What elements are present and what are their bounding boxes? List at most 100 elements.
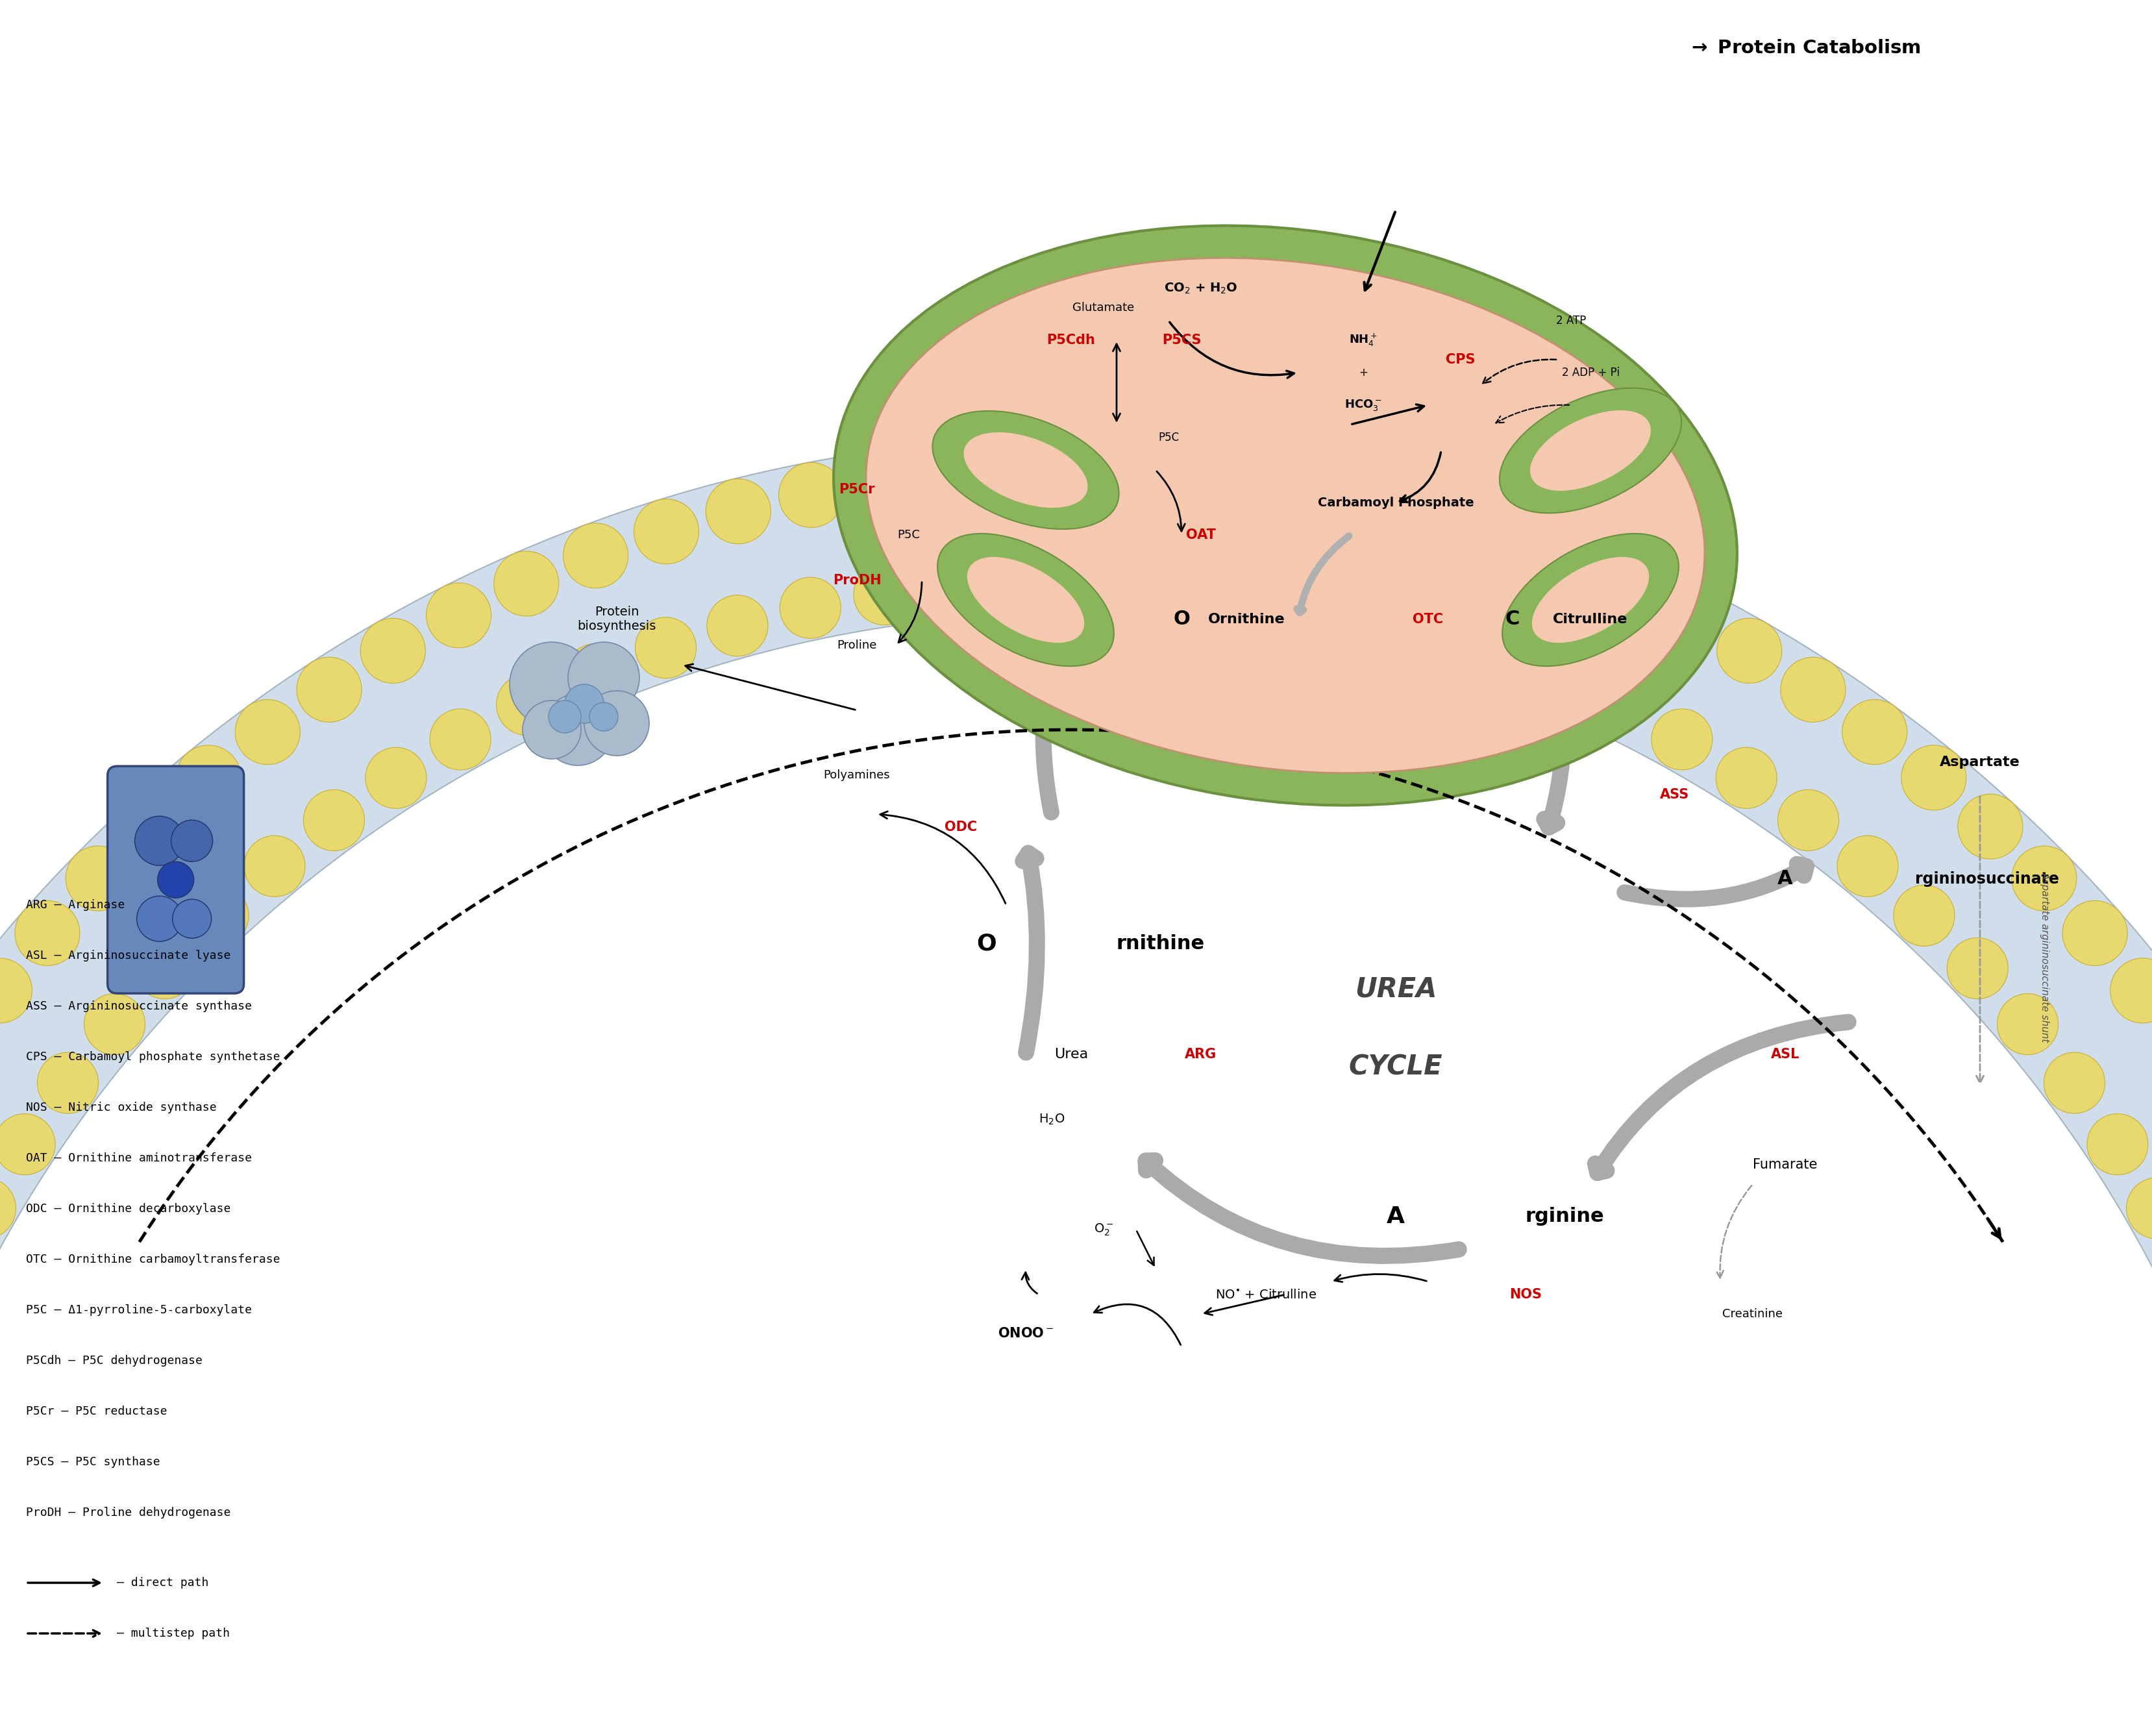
Circle shape	[928, 443, 992, 507]
Text: rginine: rginine	[1526, 1207, 1605, 1226]
Circle shape	[136, 816, 185, 866]
Text: P5C: P5C	[897, 529, 921, 542]
Circle shape	[590, 703, 618, 731]
Circle shape	[542, 694, 613, 766]
Ellipse shape	[1502, 533, 1679, 667]
Circle shape	[1894, 885, 1954, 946]
Text: ASS – Argininosuccinate synthase: ASS – Argininosuccinate synthase	[26, 1000, 252, 1012]
Text: O$_2^-$: O$_2^-$	[1093, 1222, 1113, 1238]
Text: Citrulline: Citrulline	[1554, 613, 1627, 627]
Circle shape	[1076, 437, 1141, 503]
Circle shape	[1446, 618, 1506, 679]
Circle shape	[1302, 578, 1362, 639]
Ellipse shape	[1530, 410, 1651, 491]
Circle shape	[1958, 793, 2023, 859]
Text: CO$_2$ + H$_2$O: CO$_2$ + H$_2$O	[1164, 281, 1237, 295]
Text: +: +	[1358, 366, 1369, 378]
Text: 2 ATP: 2 ATP	[1556, 314, 1586, 326]
Circle shape	[564, 684, 605, 724]
Circle shape	[133, 937, 196, 998]
Circle shape	[67, 845, 131, 911]
Polygon shape	[0, 437, 2152, 1529]
Circle shape	[0, 958, 32, 1023]
Circle shape	[2126, 1177, 2152, 1240]
Circle shape	[121, 793, 185, 859]
Text: P5Cdh: P5Cdh	[1046, 333, 1095, 347]
Text: NOS: NOS	[1509, 1288, 1541, 1300]
Text: P5CS: P5CS	[1162, 333, 1201, 347]
Circle shape	[1153, 556, 1214, 616]
Circle shape	[1227, 564, 1289, 625]
Text: O: O	[977, 932, 996, 955]
Text: OAT – Ornithine aminotransferase: OAT – Ornithine aminotransferase	[26, 1153, 252, 1165]
Text: A: A	[1778, 870, 1793, 889]
Circle shape	[1651, 708, 1713, 769]
Circle shape	[1717, 618, 1782, 684]
Text: Creatinine: Creatinine	[1722, 1309, 1784, 1319]
Text: P5C – Δ1-pyrroline-5-carboxylate: P5C – Δ1-pyrroline-5-carboxylate	[26, 1304, 252, 1316]
Ellipse shape	[964, 432, 1087, 507]
Text: rnithine: rnithine	[1117, 934, 1205, 953]
Circle shape	[426, 583, 491, 648]
Circle shape	[2087, 1115, 2148, 1175]
Circle shape	[2012, 845, 2077, 911]
Circle shape	[172, 819, 213, 861]
Text: Carbamoyl Phosphate: Carbamoyl Phosphate	[1317, 496, 1474, 509]
Text: P5C: P5C	[1158, 432, 1179, 443]
Circle shape	[1778, 790, 1838, 851]
Text: CYCLE: CYCLE	[1349, 1054, 1442, 1082]
Circle shape	[0, 1115, 56, 1175]
Text: ProDH – Proline dehydrogenase: ProDH – Proline dehydrogenase	[26, 1507, 230, 1519]
Circle shape	[430, 708, 491, 769]
Circle shape	[1651, 583, 1715, 648]
Text: C: C	[1504, 609, 1519, 628]
Circle shape	[1780, 658, 1846, 722]
Circle shape	[852, 450, 917, 516]
Circle shape	[1515, 523, 1580, 589]
Text: ASL: ASL	[1771, 1049, 1799, 1061]
Circle shape	[297, 658, 362, 722]
Circle shape	[1715, 748, 1778, 809]
Circle shape	[2111, 958, 2152, 1023]
Text: OAT: OAT	[1186, 528, 1216, 542]
Circle shape	[1842, 700, 1907, 764]
Circle shape	[779, 462, 844, 528]
Text: 2 ADP + Pi: 2 ADP + Pi	[1562, 366, 1618, 378]
Circle shape	[928, 556, 990, 616]
Ellipse shape	[932, 411, 1119, 529]
Text: $\bf{\rightarrow}$ Protein Catabolism: $\bf{\rightarrow}$ Protein Catabolism	[1687, 38, 1922, 57]
Text: Glutamate: Glutamate	[1072, 302, 1134, 314]
Circle shape	[495, 550, 560, 616]
Circle shape	[635, 618, 697, 679]
Text: Urea: Urea	[1054, 1049, 1089, 1061]
Text: O: O	[1173, 609, 1190, 628]
Text: ODC: ODC	[945, 821, 977, 833]
Circle shape	[1078, 550, 1138, 611]
Circle shape	[84, 993, 144, 1055]
Text: CPS: CPS	[1446, 352, 1476, 366]
Text: ARG: ARG	[1186, 1049, 1216, 1061]
Text: HCO$_3^-$: HCO$_3^-$	[1345, 398, 1382, 411]
Circle shape	[1298, 462, 1364, 528]
Text: ONOO$^-$: ONOO$^-$	[999, 1326, 1054, 1340]
Text: P5Cr – P5C reductase: P5Cr – P5C reductase	[26, 1406, 168, 1417]
Circle shape	[235, 700, 299, 764]
Text: P5Cr: P5Cr	[839, 483, 876, 496]
Text: P5Cdh – P5C dehydrogenase: P5Cdh – P5C dehydrogenase	[26, 1354, 202, 1366]
Circle shape	[187, 885, 250, 946]
Text: ASS: ASS	[1659, 788, 1689, 800]
Circle shape	[635, 498, 699, 564]
Text: CPS – Carbamoyl phosphate synthetase: CPS – Carbamoyl phosphate synthetase	[26, 1050, 280, 1062]
Circle shape	[523, 701, 581, 759]
Text: UREA: UREA	[1356, 976, 1438, 1003]
Circle shape	[172, 899, 211, 937]
Circle shape	[15, 901, 80, 965]
Circle shape	[549, 701, 581, 733]
Circle shape	[1997, 993, 2057, 1055]
Text: Fumarate: Fumarate	[1754, 1158, 1818, 1172]
Ellipse shape	[833, 226, 1737, 806]
Text: Protein
biosynthesis: Protein biosynthesis	[577, 606, 656, 632]
Circle shape	[243, 835, 306, 898]
Circle shape	[564, 523, 628, 589]
Text: NOS – Nitric oxide synthase: NOS – Nitric oxide synthase	[26, 1102, 217, 1113]
